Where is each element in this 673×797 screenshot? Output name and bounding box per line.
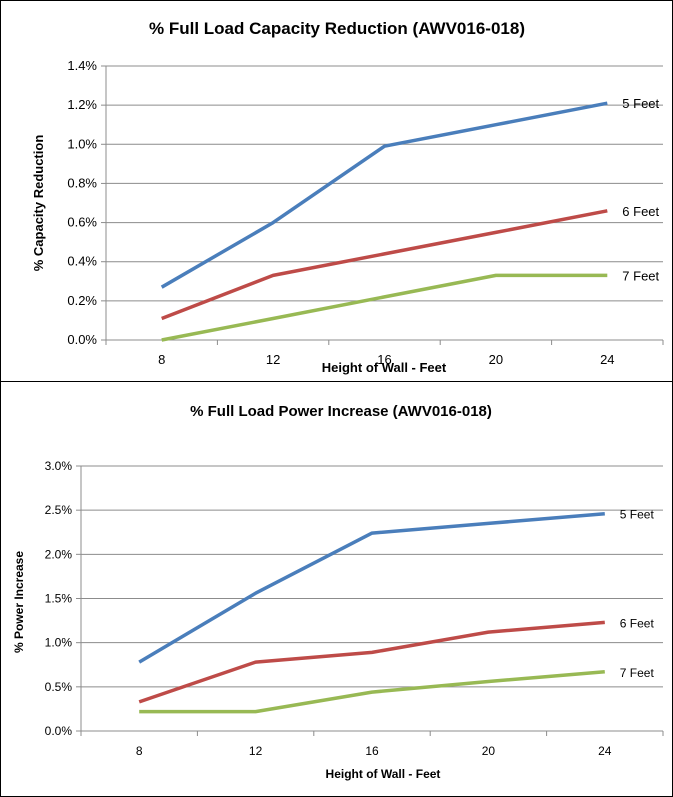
x-tick-label: 24	[598, 744, 612, 758]
y-tick-label: 2.5%	[45, 503, 73, 517]
x-tick-label: 12	[249, 744, 263, 758]
y-tick-label: 3.0%	[45, 459, 73, 473]
y-tick-label: 0.6%	[67, 215, 97, 230]
capacity-reduction-chart-svg: % Full Load Capacity Reduction (AWV016-0…	[31, 19, 664, 375]
capacity-reduction-chart: % Full Load Capacity Reduction (AWV016-0…	[0, 0, 673, 382]
y-axis-title: % Power Increase	[12, 551, 26, 653]
x-tick-label: 8	[136, 744, 143, 758]
chart-title: % Full Load Capacity Reduction (AWV016-0…	[149, 19, 525, 38]
y-tick-label: 1.2%	[67, 97, 97, 112]
series-label: 5 Feet	[622, 96, 659, 111]
x-axis-title: Height of Wall - Feet	[326, 767, 441, 781]
x-tick-label: 24	[600, 352, 614, 367]
y-tick-label: 0.0%	[45, 724, 73, 738]
series-line	[139, 670, 605, 714]
y-axis-title: % Capacity Reduction	[31, 135, 46, 272]
y-tick-label: 0.5%	[45, 680, 73, 694]
y-tick-label: 0.0%	[67, 332, 97, 347]
x-tick-label: 8	[158, 352, 165, 367]
series-line	[138, 620, 605, 704]
x-tick-label: 12	[266, 352, 280, 367]
power-increase-chart: % Full Load Power Increase (AWV016-018) …	[0, 381, 673, 797]
y-tick-label: 1.0%	[67, 136, 97, 151]
x-axis-title: Height of Wall - Feet	[322, 360, 447, 375]
power-increase-chart-svg: % Full Load Power Increase (AWV016-018) …	[12, 403, 664, 781]
y-tick-label: 2.0%	[45, 547, 73, 561]
x-tick-label: 20	[489, 352, 503, 367]
series-label: 6 Feet	[620, 616, 655, 630]
x-tick-label: 16	[365, 744, 379, 758]
series-label: 7 Feet	[620, 666, 655, 680]
series-line	[161, 273, 608, 342]
series-line	[161, 209, 608, 321]
series-line	[160, 101, 608, 289]
series-label: 5 Feet	[620, 508, 655, 522]
x-tick-label: 16	[377, 352, 391, 367]
y-tick-label: 1.5%	[45, 592, 73, 606]
x-tick-label: 20	[482, 744, 496, 758]
y-tick-label: 1.0%	[45, 636, 73, 650]
series-line	[138, 511, 605, 664]
y-tick-label: 0.4%	[67, 254, 97, 269]
series-label: 6 Feet	[622, 204, 659, 219]
y-tick-label: 1.4%	[67, 58, 97, 73]
chart-title: % Full Load Power Increase (AWV016-018)	[190, 403, 492, 420]
series-label: 7 Feet	[622, 268, 659, 283]
y-tick-label: 0.8%	[67, 175, 97, 190]
y-tick-label: 0.2%	[67, 293, 97, 308]
